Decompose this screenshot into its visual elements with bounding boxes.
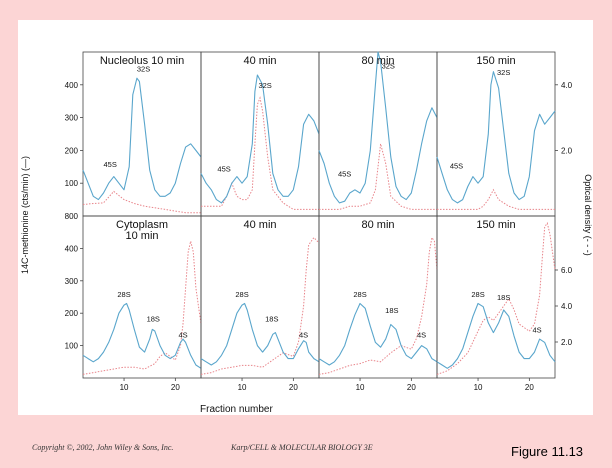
x-tick-label: 10 [356,383,365,392]
panel-frame [200,215,320,379]
panel-title: 40 min [243,219,276,231]
peak-label: 45S [217,165,230,174]
peak-label: 18S [147,314,160,323]
counts-line [200,74,320,204]
y-tick-label: 300 [65,277,79,286]
y-tick-label: 300 [65,114,79,123]
od-axis-label: Optical density (- - -) [583,174,593,256]
panel-title: 80 min [361,55,394,67]
od-tick-label: 6.0 [561,266,573,275]
counts-line [318,302,438,366]
peak-label: 45S [338,170,351,179]
panel-title: 10 min [125,230,158,242]
counts-line [318,51,438,204]
panel-frame [436,51,556,217]
panel-frame [318,51,438,217]
copyright-text: Copyright ©, 2002, John Wiley & Sons, In… [32,443,174,452]
panel-title: 150 min [476,55,515,67]
y-tick-label: 400 [65,244,79,253]
od-tick-label: 4.0 [561,302,573,311]
peak-label: 4S [417,331,426,340]
optical-density-line [319,143,437,210]
peak-label: 4S [178,331,187,340]
peak-label: 18S [385,306,398,315]
peak-label: 18S [265,314,278,323]
y-tick-label: 100 [65,342,79,351]
y-tick-label: 100 [65,179,79,188]
y-axis-label: 14C-methionine (cts/min) (—) [20,156,30,274]
book-title-text: Karp/CELL & MOLECULAR BIOLOGY 3E [231,443,373,452]
x-tick-label: 20 [171,383,180,392]
x-tick-label: 20 [525,383,534,392]
figure-panel: Nucleolus 10 min 45S 32S 40 min 45S 32S 80 min… [18,20,593,415]
optical-density-line [201,96,319,210]
x-axis-label: Fraction number [200,404,273,415]
panel-frame [200,51,320,217]
counts-line [82,302,202,369]
peak-label: 32S [258,81,271,90]
peak-label: 4S [299,331,308,340]
panel-title: 80 min [361,219,394,231]
optical-density-line [318,236,438,375]
figure-label: Figure 11.13 [511,444,584,459]
peak-label: 4S [532,326,541,335]
panel-frame [436,215,556,379]
panel-title: 40 min [243,55,276,67]
x-tick-label: 20 [407,383,416,392]
od-tick-label: 2.0 [561,146,573,155]
counts-line [436,302,556,369]
peak-label: 45S [104,160,117,169]
peak-label: 28S [235,290,248,299]
peak-label: 32S [382,61,395,70]
counts-line [82,77,202,201]
optical-density-line [437,188,555,210]
peak-label: 18S [497,293,510,302]
optical-density-line [200,236,320,375]
optical-density-line [82,241,202,375]
peak-label: 32S [137,65,150,74]
panel-title: 150 min [476,219,515,231]
panel-frame [318,215,438,379]
peak-label: 28S [353,290,366,299]
y-tick-label: 800 [65,212,79,221]
od-tick-label: 4.0 [561,81,573,90]
peak-label: 45S [450,161,463,170]
optical-density-line [436,222,556,375]
peak-label: 28S [117,290,130,299]
panel-title: Nucleolus 10 min [100,55,184,67]
y-tick-label: 200 [65,146,79,155]
panel-frame [82,51,202,217]
counts-line [436,71,556,204]
x-tick-label: 10 [474,383,483,392]
x-tick-label: 20 [289,383,298,392]
panel-title: Cytoplasm [116,219,168,231]
peak-label: 32S [497,68,510,77]
x-tick-label: 10 [238,383,247,392]
x-tick-label: 10 [120,383,129,392]
optical-density-line [82,190,201,214]
counts-line [200,302,320,366]
y-tick-label: 400 [65,81,79,90]
y-tick-label: 200 [65,309,79,318]
od-tick-label: 2.0 [561,338,573,347]
peak-label: 28S [471,290,484,299]
